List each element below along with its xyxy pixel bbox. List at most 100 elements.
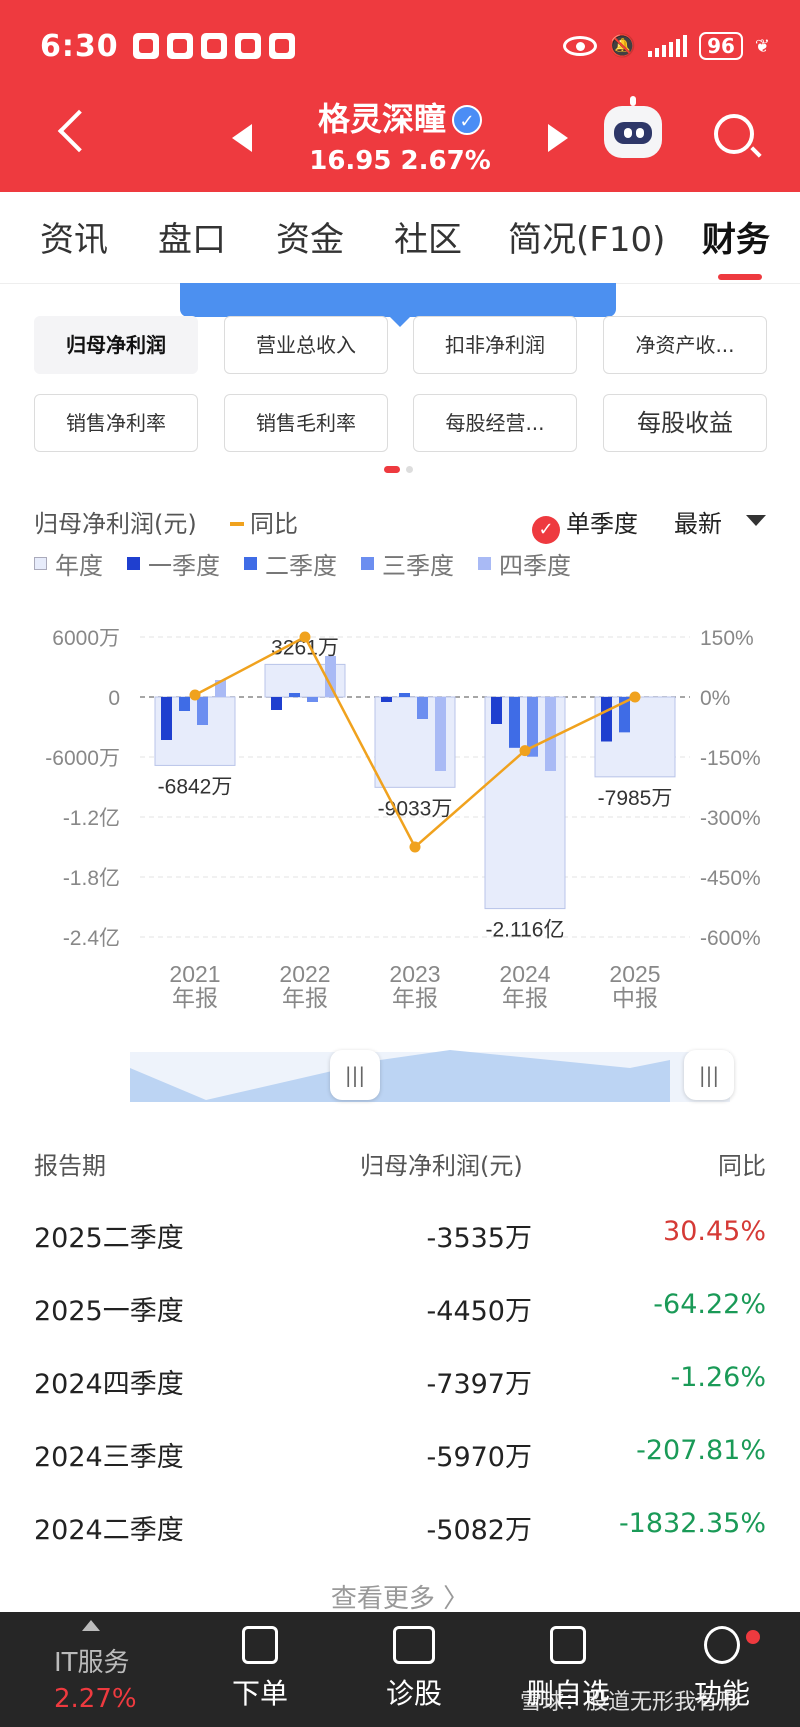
app-notification-icon — [166, 33, 193, 59]
tab-news[interactable]: 资讯 — [40, 220, 108, 260]
signal-icon — [648, 35, 688, 57]
x-tick-label: 年报 — [502, 985, 548, 1011]
bar-data-label: -9033万 — [378, 797, 453, 820]
latest-dropdown[interactable]: 最新 — [674, 510, 722, 538]
metric-eps[interactable]: 每股收益 — [603, 394, 767, 452]
y2-tick-label: -600% — [700, 927, 761, 950]
y-tick-label: -6000万 — [45, 747, 120, 770]
x-tick-label: 年报 — [172, 985, 218, 1011]
single-quarter-toggle[interactable]: ✓ 单季度 — [532, 504, 638, 544]
metric-roe[interactable]: 净资产收... — [603, 316, 767, 374]
metric-revenue[interactable]: 营业总收入 — [224, 316, 388, 374]
metric-deducted-profit[interactable]: 扣非净利润 — [413, 316, 577, 374]
remove-watchlist-button[interactable]: 删自选 — [508, 1626, 628, 1712]
table-row[interactable]: 2024三季度 -5970万 -207.81% — [0, 1415, 800, 1487]
quarter-bar — [215, 680, 226, 697]
metric-net-profit[interactable]: 归母净利润 — [34, 316, 198, 374]
tab-financials[interactable]: 财务 — [702, 220, 770, 260]
sector-name[interactable]: IT服务 — [54, 1648, 130, 1678]
bar-data-label: -6842万 — [158, 775, 233, 798]
row-profit: -5970万 — [426, 1442, 532, 1473]
status-time: 6:30 — [40, 28, 119, 64]
slider-right-handle[interactable]: ||| — [684, 1050, 734, 1100]
legend-q4[interactable]: 四季度 — [478, 546, 571, 581]
quarter-bar — [417, 697, 428, 719]
table-row[interactable]: 2025一季度 -4450万 -64.22% — [0, 1269, 800, 1341]
prev-stock-button[interactable] — [232, 124, 252, 152]
legend-annual[interactable]: 年度 — [34, 546, 103, 581]
y2-tick-label: -300% — [700, 807, 761, 830]
next-stock-button[interactable] — [548, 124, 568, 152]
yoy-legend: 同比 — [230, 504, 298, 539]
legend-q3[interactable]: 三季度 — [361, 546, 454, 581]
robot-assistant-icon[interactable] — [604, 96, 662, 158]
stock-quote: 16.95 2.67% — [0, 146, 800, 176]
view-more-link[interactable]: 查看更多 〉 — [330, 1584, 470, 1614]
x-tick-label: 2022 — [279, 961, 330, 987]
metric-operating-cashflow[interactable]: 每股经营... — [413, 394, 577, 452]
legend-q2[interactable]: 二季度 — [244, 546, 337, 581]
stock-name: 格灵深瞳 — [317, 100, 446, 138]
diagnose-button[interactable]: 诊股 — [354, 1626, 474, 1712]
x-tick-label: 年报 — [282, 985, 328, 1011]
bar-data-label: -2.116亿 — [486, 919, 565, 942]
eye-icon — [562, 36, 597, 56]
x-tick-label: 2021 — [169, 961, 220, 987]
row-yoy: -64.22% — [653, 1289, 766, 1320]
watermark: 雪球：股道无形我有形 — [520, 1690, 741, 1715]
y-tick-label: 0 — [108, 687, 120, 710]
table-row[interactable]: 2024二季度 -5082万 -1832.35% — [0, 1488, 800, 1560]
x-tick-label: 2025 — [609, 961, 660, 987]
status-bar: 6:30 🔕 96 ❦ — [40, 24, 770, 68]
slider-left-handle[interactable]: ||| — [330, 1050, 380, 1100]
quarter-bar — [325, 656, 336, 697]
row-profit: -7397万 — [426, 1369, 532, 1400]
yoy-point — [299, 631, 311, 643]
table-header-yoy: 同比 — [718, 1152, 766, 1180]
metric-gross-margin[interactable]: 销售毛利率 — [224, 394, 388, 452]
x-tick-label: 中报 — [612, 985, 658, 1011]
app-notification-icon — [200, 33, 227, 59]
metric-net-margin[interactable]: 销售净利率 — [34, 394, 198, 452]
legend-q1[interactable]: 一季度 — [127, 546, 220, 581]
leaf-icon: ❦ — [754, 35, 770, 57]
remove-watchlist-icon — [550, 1626, 586, 1664]
range-slider[interactable]: ||| ||| — [90, 1048, 734, 1104]
x-tick-label: 2023 — [389, 961, 440, 987]
tab-profile[interactable]: 简况(F10) — [508, 220, 666, 260]
y2-tick-label: -150% — [700, 747, 761, 770]
app-notification-icon — [132, 33, 159, 59]
yoy-point — [409, 841, 421, 853]
notification-dot — [746, 1630, 760, 1644]
tab-capital[interactable]: 资金 — [276, 220, 344, 260]
legend-swatch — [34, 557, 47, 570]
table-row[interactable]: 2025二季度 -3535万 30.45% — [0, 1196, 800, 1268]
y2-tick-label: 150% — [700, 627, 754, 650]
row-profit: -5082万 — [426, 1515, 532, 1546]
row-period: 2024四季度 — [34, 1369, 184, 1400]
verified-icon: ✓ — [452, 105, 482, 135]
quarter-bar — [307, 697, 318, 702]
row-period: 2025一季度 — [34, 1296, 184, 1327]
chart-legend: 年度 一季度 二季度 三季度 四季度 — [34, 546, 571, 581]
section-tabs: 资讯 盘口 资金 社区 简况(F10) 财务 — [0, 192, 800, 284]
table-row[interactable]: 2024四季度 -7397万 -1.26% — [0, 1342, 800, 1414]
chevron-down-icon[interactable] — [746, 515, 766, 526]
quarter-bar — [161, 697, 172, 740]
bottom-bar: IT服务 2.27% 下单 诊股 删自选 功能 雪球：股道无形我有形 — [0, 1612, 800, 1727]
menu-button[interactable]: 功能 — [662, 1626, 782, 1712]
app-notification-icon — [268, 33, 295, 59]
row-period: 2024二季度 — [34, 1515, 184, 1546]
quarter-bar — [179, 697, 190, 711]
row-period: 2024三季度 — [34, 1442, 184, 1473]
net-profit-chart[interactable]: 6000万 150% 0 0% -6000万 -150% -1.2亿 -300% -1.8亿 -4… — [0, 600, 800, 1020]
order-button[interactable]: 下单 — [200, 1626, 320, 1712]
search-icon[interactable] — [714, 114, 754, 154]
y-tick-label: -1.8亿 — [63, 867, 120, 890]
menu-icon — [704, 1626, 740, 1664]
order-icon — [242, 1626, 278, 1664]
yoy-point — [189, 689, 201, 701]
page-indicator — [384, 466, 413, 473]
tab-community[interactable]: 社区 — [394, 220, 462, 260]
tab-orderbook[interactable]: 盘口 — [158, 220, 226, 260]
